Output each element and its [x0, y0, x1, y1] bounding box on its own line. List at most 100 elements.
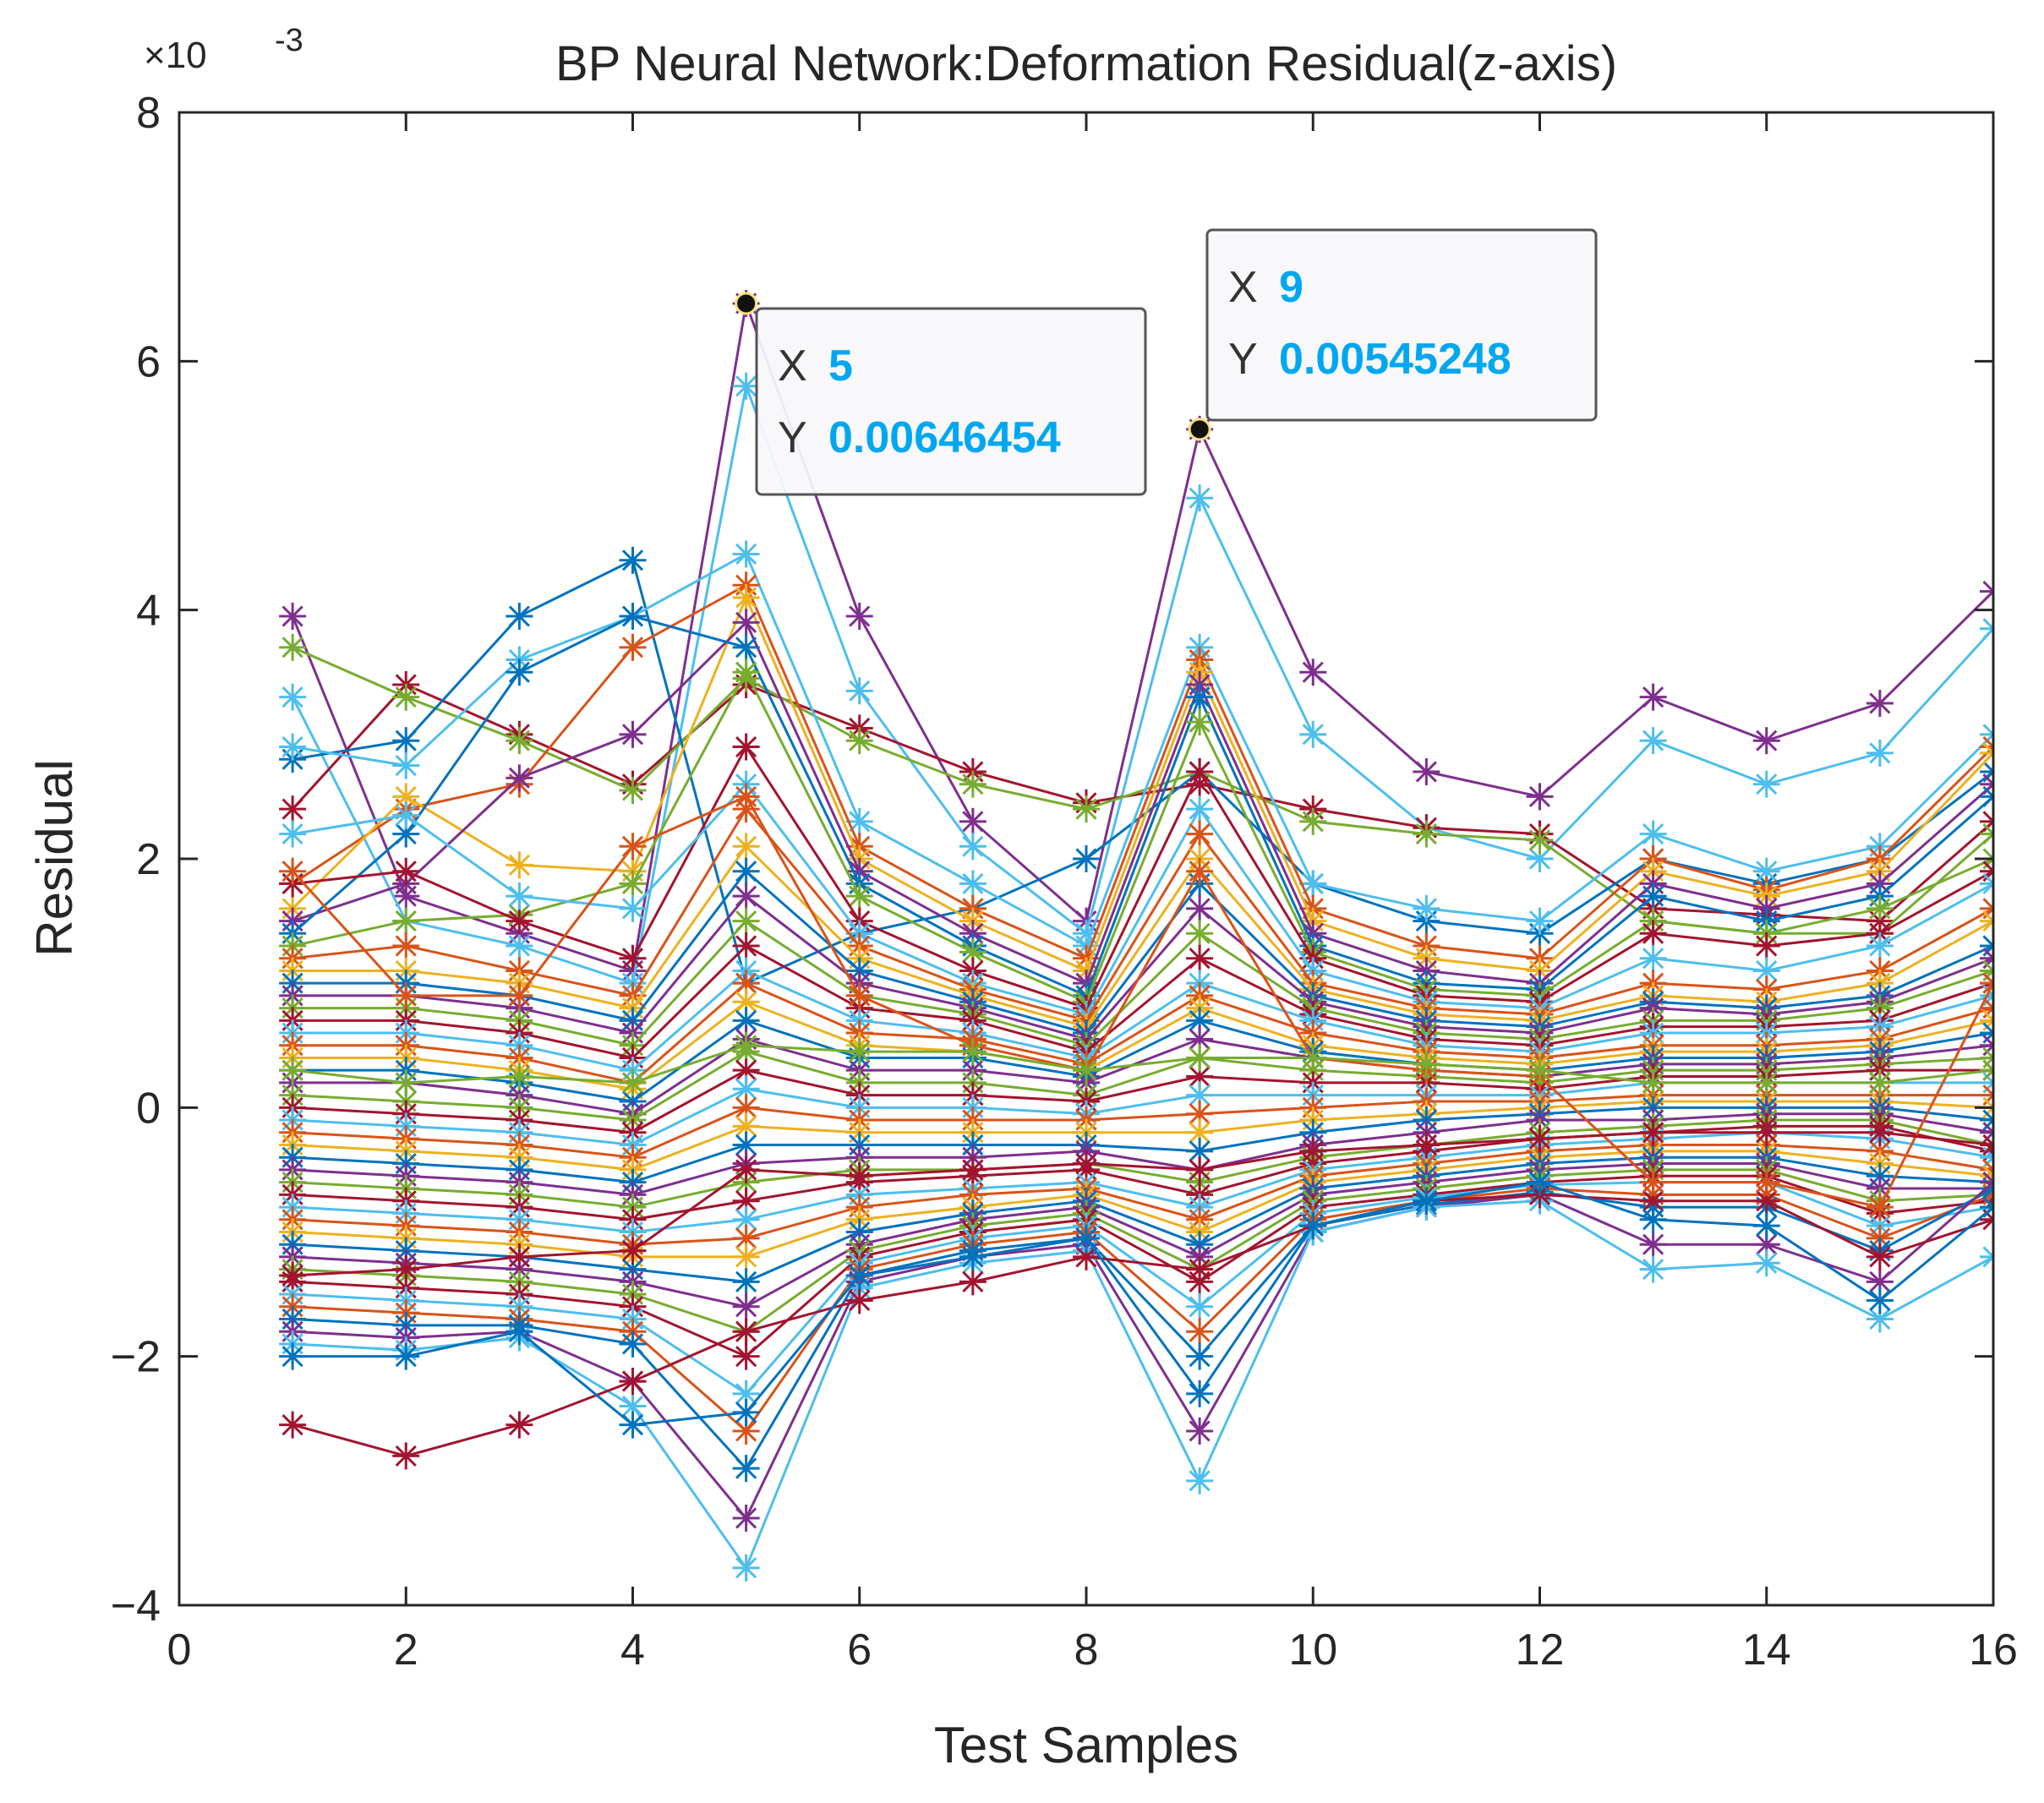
data-point	[732, 1156, 760, 1183]
data-point	[392, 932, 420, 960]
x-tick-label: 14	[1742, 1625, 1791, 1675]
series-line	[292, 969, 1993, 1072]
data-point	[506, 1243, 533, 1270]
y-axis-title: Residual	[26, 759, 83, 956]
y-tick-label: 2	[136, 835, 161, 884]
data-point	[732, 1504, 760, 1532]
data-point	[732, 1031, 760, 1059]
x-tick-label: 10	[1288, 1625, 1337, 1675]
data-point	[732, 1243, 760, 1270]
data-point	[279, 857, 307, 885]
data-point	[1866, 1243, 1894, 1270]
datatip-y-key: Y	[778, 413, 807, 462]
series-line	[292, 1181, 1993, 1521]
data-point	[1186, 820, 1214, 848]
data-point	[1639, 1168, 1667, 1196]
data-point	[619, 1411, 647, 1439]
data-point	[1186, 484, 1214, 512]
data-point	[1980, 1243, 1993, 1270]
data-point	[1980, 739, 1993, 767]
data-point	[392, 727, 420, 755]
data-point	[1299, 1137, 1327, 1165]
data-point	[279, 1342, 307, 1370]
data-point	[1413, 757, 1440, 785]
data-point	[1073, 795, 1100, 823]
data-point	[506, 658, 533, 686]
series-line	[292, 1162, 1993, 1309]
series-line	[292, 744, 1993, 1010]
data-point	[1980, 1057, 1993, 1085]
data-point	[1980, 820, 1993, 848]
datatip-y-value: 0.00646454	[828, 413, 1061, 462]
data-point	[392, 907, 420, 935]
data-point	[1186, 1318, 1214, 1346]
series-line	[292, 1187, 1993, 1434]
data-point	[1980, 1168, 1993, 1196]
data-point	[1413, 1187, 1440, 1215]
data-point	[279, 603, 307, 631]
data-point	[1186, 683, 1214, 711]
data-point	[1186, 1137, 1214, 1165]
data-point	[1980, 1194, 1993, 1221]
data-point	[1186, 1118, 1214, 1146]
data-point	[1866, 1118, 1894, 1146]
data-point	[1639, 920, 1667, 948]
series-s47	[279, 1168, 1993, 1439]
data-point	[959, 770, 986, 798]
data-point	[279, 733, 307, 761]
data-point	[1186, 894, 1214, 922]
data-point	[845, 1262, 873, 1290]
series-line	[292, 1156, 1993, 1283]
data-point	[506, 907, 533, 935]
data-point	[1526, 1168, 1554, 1196]
series-line	[292, 1037, 1993, 1116]
x-axis-title: Test Samples	[934, 1717, 1238, 1773]
datatip-marker	[735, 292, 758, 315]
data-point	[279, 683, 307, 711]
data-point	[1186, 1100, 1214, 1128]
data-point	[619, 1068, 647, 1096]
series-line	[292, 1187, 1993, 1471]
data-point	[959, 938, 986, 966]
data-point	[1752, 957, 1780, 985]
datatip[interactable]: X 5Y 0.00646454	[735, 292, 1147, 496]
data-point	[1752, 857, 1780, 885]
data-point	[279, 1411, 307, 1439]
x-tick-label: 0	[167, 1625, 192, 1675]
data-point	[392, 857, 420, 885]
data-point	[619, 777, 647, 805]
data-point	[1980, 970, 1993, 997]
data-point	[732, 733, 760, 761]
data-point	[1299, 720, 1327, 748]
data-point	[619, 870, 647, 898]
data-point	[845, 677, 873, 705]
datatip-x-value: 5	[828, 341, 853, 391]
data-point	[845, 807, 873, 835]
data-point	[1186, 757, 1214, 785]
data-point	[1980, 907, 1993, 935]
datatip-y-key: Y	[1228, 335, 1258, 384]
series-line	[292, 869, 1993, 1035]
data-point	[619, 603, 647, 631]
series-line	[292, 1150, 1993, 1259]
data-point	[1752, 1118, 1780, 1146]
series-line	[292, 1174, 1993, 1358]
data-point	[959, 833, 986, 861]
data-point	[732, 1342, 760, 1370]
series-line	[292, 558, 1993, 986]
data-point	[959, 1038, 986, 1066]
data-point	[1866, 1068, 1894, 1096]
data-point	[392, 683, 420, 711]
data-point	[1073, 845, 1100, 872]
series-line	[292, 1118, 1993, 1209]
datatip[interactable]: X 9Y 0.00545248	[1188, 228, 1598, 441]
data-point	[619, 1368, 647, 1396]
series-line	[292, 1168, 1993, 1333]
data-point	[506, 851, 533, 879]
data-point	[1186, 1156, 1214, 1183]
data-point	[1980, 615, 1993, 642]
data-point	[1186, 1342, 1214, 1370]
datatip-box	[1205, 228, 1598, 422]
series-line	[292, 981, 1993, 1085]
